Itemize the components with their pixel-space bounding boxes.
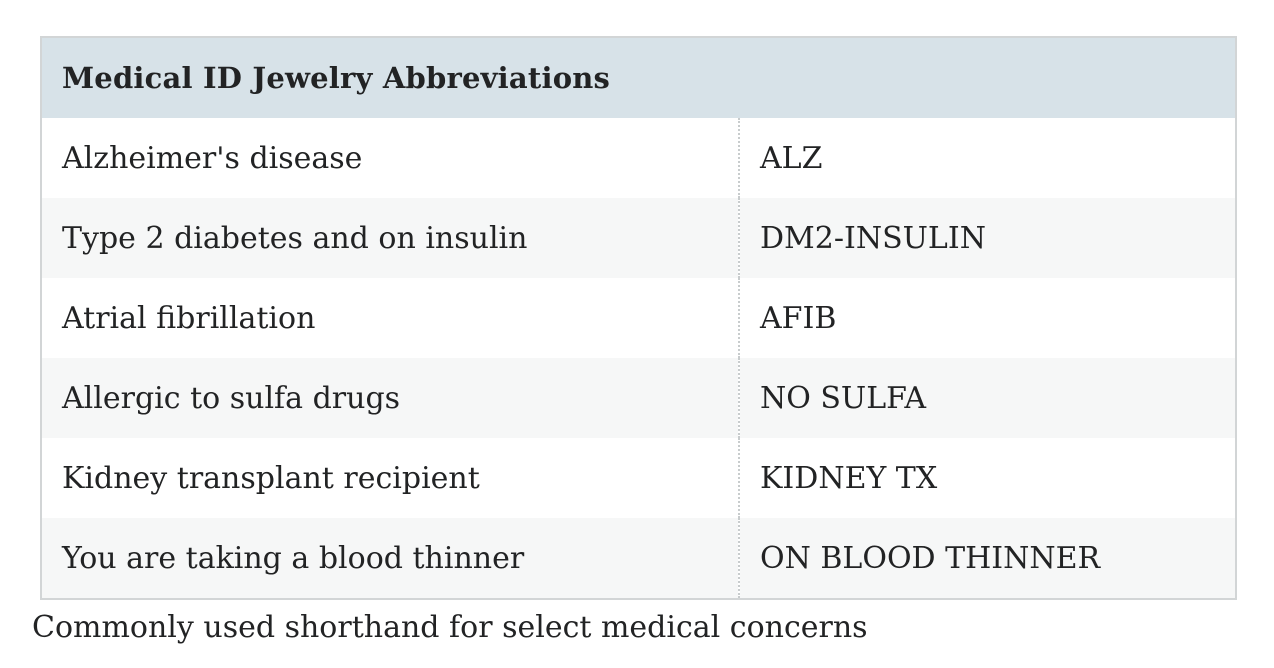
table-row: You are taking a blood thinner ON BLOOD … [41, 518, 1236, 599]
abbreviation-cell: NO SULFA [738, 358, 1236, 438]
table-row: Kidney transplant recipient KIDNEY TX [41, 438, 1236, 518]
abbreviation-cell: KIDNEY TX [738, 438, 1236, 518]
abbreviation-cell: ON BLOOD THINNER [738, 518, 1236, 599]
table-row: Atrial fibrillation AFIB [41, 278, 1236, 358]
article-figure: Medical ID Jewelry Abbreviations Alzheim… [32, 36, 1237, 645]
table-header-row: Medical ID Jewelry Abbreviations [41, 37, 1236, 118]
abbreviation-cell: ALZ [738, 118, 1236, 198]
abbreviation-cell: AFIB [738, 278, 1236, 358]
table-caption: Commonly used shorthand for select medic… [32, 610, 868, 645]
condition-cell: Atrial fibrillation [62, 300, 316, 336]
table-title: Medical ID Jewelry Abbreviations [41, 37, 1236, 118]
condition-cell: Type 2 diabetes and on insulin [62, 220, 528, 256]
table-row: Allergic to sulfa drugs NO SULFA [41, 358, 1236, 438]
table-row: Alzheimer's disease ALZ [41, 118, 1236, 198]
condition-cell: You are taking a blood thinner [62, 540, 525, 576]
abbreviation-cell: DM2-INSULIN [738, 198, 1236, 278]
abbreviations-table: Medical ID Jewelry Abbreviations Alzheim… [40, 36, 1237, 600]
condition-cell: Kidney transplant recipient [62, 460, 480, 496]
condition-cell: Alzheimer's disease [62, 140, 363, 176]
table-row: Type 2 diabetes and on insulin DM2-INSUL… [41, 198, 1236, 278]
condition-cell: Allergic to sulfa drugs [62, 380, 401, 416]
